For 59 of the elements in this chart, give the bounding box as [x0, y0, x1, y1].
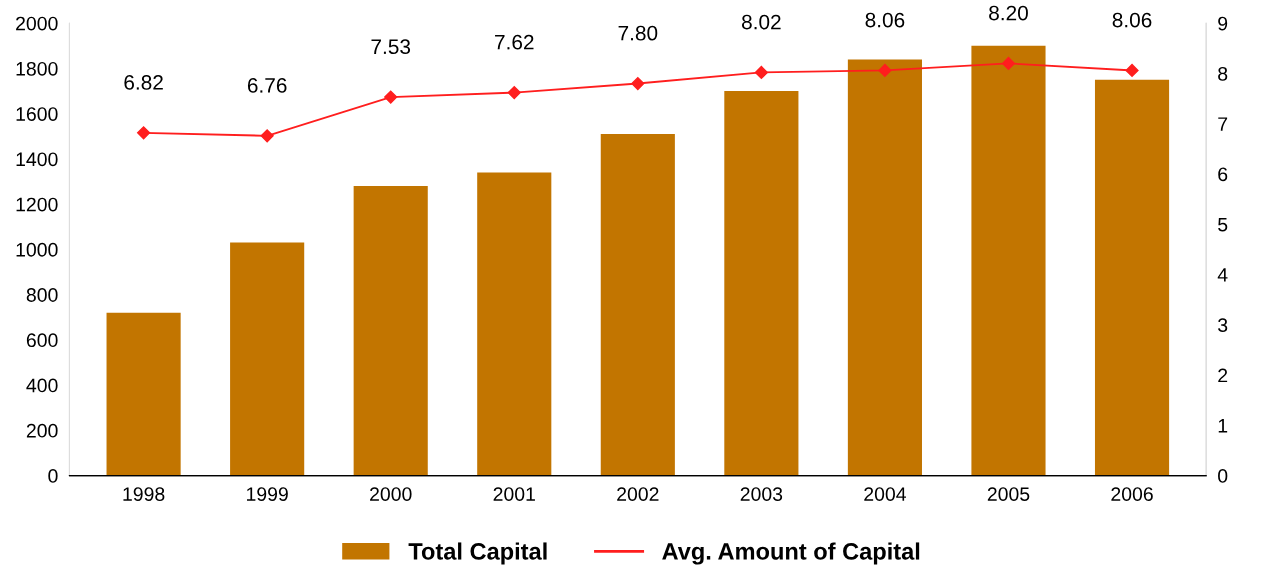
bar: [600, 134, 675, 476]
y-tick-label: 1400: [16, 152, 58, 167]
point: [754, 65, 768, 80]
data-label: 7.53: [371, 39, 411, 55]
y2-tick-label: 5: [1218, 217, 1228, 232]
x-tick-label: 2003: [740, 487, 783, 501]
bar: [847, 59, 922, 476]
y-tick-label: 200: [26, 423, 58, 438]
y2-tick-label: 3: [1218, 318, 1228, 333]
y2-tick-label: 9: [1218, 16, 1228, 31]
y-tick-label: 600: [26, 333, 58, 348]
data-label: 7.80: [618, 25, 658, 41]
bar: [230, 242, 305, 476]
y-tick-label: 0: [48, 469, 58, 483]
y-tick-label: 1600: [16, 107, 58, 121]
bar: [1094, 79, 1170, 476]
point: [260, 129, 274, 143]
data-label: 6.82: [124, 75, 163, 90]
y-tick-label: 400: [26, 378, 58, 393]
x-tick-label: 2002: [617, 487, 659, 501]
bar: [106, 312, 181, 476]
bar: [971, 45, 1046, 476]
data-label: 6.76: [247, 78, 287, 93]
bar: [724, 91, 799, 476]
y2-tick-label: 8: [1218, 66, 1228, 81]
data-label: 8.20: [989, 5, 1028, 21]
point: [1125, 63, 1139, 78]
y2-tick-label: 6: [1218, 167, 1228, 182]
y2-tick-label: 0: [1218, 469, 1228, 483]
y-tick-label: 1200: [16, 197, 58, 212]
point: [1001, 56, 1016, 71]
data-label: 7.62: [495, 34, 534, 50]
y-tick-label: 800: [26, 288, 58, 302]
x-tick-label: 2000: [370, 487, 412, 501]
y2-tick-label: 1: [1218, 419, 1228, 433]
point: [878, 63, 892, 78]
data-label: 8.06: [865, 12, 905, 28]
y2-tick-label: 7: [1218, 117, 1228, 131]
legend-label: Avg. Amount of Capital: [662, 542, 920, 565]
legend-label: Total Capital: [408, 542, 547, 565]
x-tick-label: 2005: [987, 487, 1030, 501]
x-tick-label: 2004: [864, 487, 906, 501]
x-tick-label: 1998: [123, 487, 165, 501]
bar: [353, 186, 428, 476]
data-label: 8.02: [742, 14, 781, 30]
y-tick-label: 2000: [16, 16, 58, 31]
point: [631, 76, 645, 91]
point: [507, 85, 521, 100]
y2-tick-label: 4: [1217, 268, 1228, 282]
x-tick-label: 1999: [247, 487, 288, 501]
x-tick-label: 2006: [1111, 487, 1153, 501]
data-label: 8.06: [1112, 12, 1152, 28]
y-tick-label: 1000: [16, 242, 58, 257]
x-tick-label: 2001: [493, 487, 535, 501]
y-tick-label: 1800: [16, 61, 58, 76]
bar: [477, 172, 552, 476]
point: [384, 90, 398, 104]
y2-tick-label: 2: [1218, 368, 1228, 383]
point: [137, 126, 151, 140]
